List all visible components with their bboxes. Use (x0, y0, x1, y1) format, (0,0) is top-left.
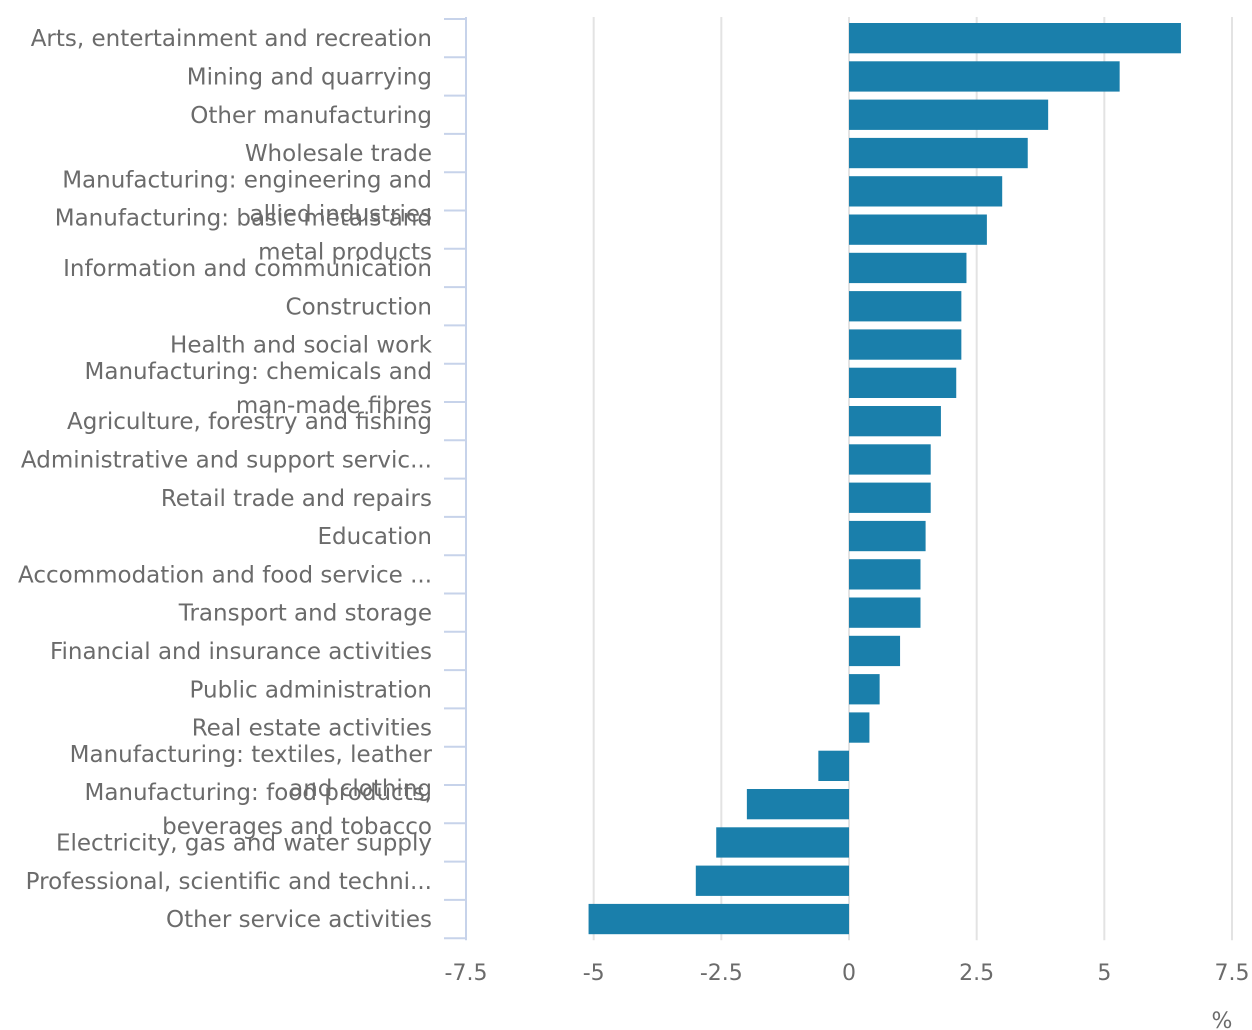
category-label: Other service activities (166, 907, 432, 933)
bar (849, 559, 921, 590)
x-tick-label: 2.5 (959, 961, 994, 986)
category-label: Real estate activities (192, 716, 432, 742)
bar (849, 291, 962, 322)
gridlines (592, 17, 1233, 941)
bar (849, 674, 880, 705)
bar (716, 827, 849, 858)
category-axis (444, 17, 467, 941)
bar (849, 406, 941, 437)
bar (746, 789, 849, 820)
category-label: Manufacturing: engineering and allied ind… (62, 167, 432, 227)
bar (849, 444, 931, 475)
bar (849, 252, 967, 284)
x-tick-label: -2.5 (700, 961, 743, 986)
bar (849, 635, 901, 667)
bar (695, 865, 849, 896)
category-labels: Arts, entertainment and recreation Mining… (18, 26, 433, 933)
category-label: Education (317, 524, 432, 550)
x-tick-label: -7.5 (445, 961, 488, 986)
bar (849, 214, 987, 245)
bar (849, 520, 926, 552)
x-tick-label: 7.5 (1215, 961, 1250, 986)
x-axis-unit-label: % (1212, 1009, 1233, 1030)
category-label: Retail trade and repairs (161, 486, 432, 512)
category-label: Professional, scientific and techni... (26, 869, 432, 895)
bar (849, 137, 1028, 169)
bar (849, 99, 1049, 130)
category-label: Construction (286, 294, 432, 320)
category-label: Public administration (190, 677, 432, 703)
bar (849, 482, 931, 513)
bar (818, 750, 849, 781)
category-label: Electricity, gas and water supply (56, 830, 432, 856)
bar (849, 176, 1003, 207)
bar (849, 597, 921, 628)
category-label: Other manufacturing (190, 103, 432, 129)
category-label: Manufacturing: food products, beverages a… (84, 780, 432, 840)
bar (849, 712, 870, 743)
x-tick-label: 5 (1097, 961, 1111, 986)
category-label: Accommodation and food service ... (18, 562, 432, 588)
bars (588, 23, 1181, 935)
category-label: Arts, entertainment and recreation (31, 26, 432, 52)
bar (849, 61, 1120, 92)
bar (849, 367, 957, 398)
bar (849, 23, 1181, 54)
category-label: Health and social work (170, 333, 433, 359)
category-label: Information and communication (63, 256, 432, 282)
category-label: Mining and quarrying (187, 64, 432, 90)
category-label: Administrative and support servic... (21, 447, 432, 473)
category-label: Wholesale trade (245, 141, 432, 167)
category-label: Manufacturing: chemicals and man-made fib… (85, 359, 432, 419)
category-label: Manufacturing: textiles, leather and clot… (70, 742, 433, 802)
category-label: Financial and insurance activities (50, 639, 432, 665)
x-tick-labels: -7.5 -5 -2.5 0 2.5 5 7.5 (445, 961, 1250, 986)
bar (849, 329, 962, 360)
x-tick-label: 0 (842, 961, 856, 986)
bar (588, 903, 849, 935)
category-label: Agriculture, forestry and fishing (67, 409, 432, 435)
category-label: Manufacturing: basic metals and metal pro… (55, 206, 432, 266)
category-label: Transport and storage (178, 601, 432, 627)
x-tick-label: -5 (583, 961, 605, 986)
